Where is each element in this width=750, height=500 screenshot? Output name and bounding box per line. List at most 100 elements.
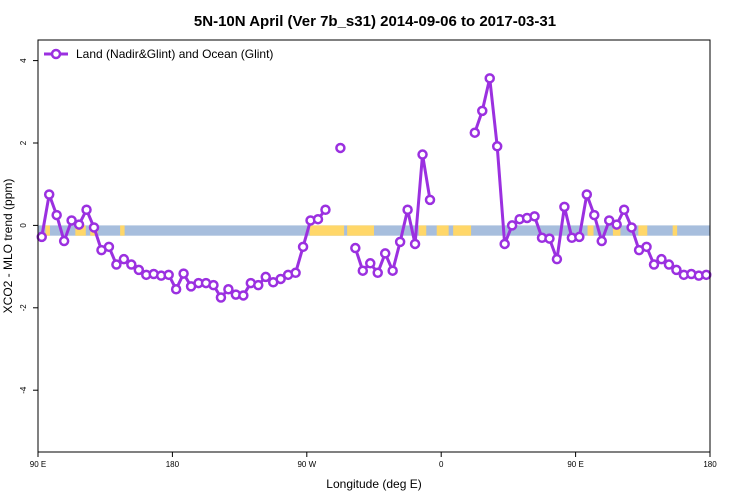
- data-point: [409, 238, 421, 250]
- x-axis-label: Longitude (deg E): [326, 477, 421, 491]
- land-band-segment: [418, 225, 427, 236]
- data-point: [701, 269, 712, 281]
- data-point: [297, 241, 309, 253]
- data-point: [551, 253, 563, 265]
- data-point: [387, 265, 398, 276]
- land-band-segment: [672, 225, 678, 236]
- x-tick-label: 0: [439, 460, 444, 469]
- y-tick-label: -2: [19, 304, 28, 312]
- data-point: [372, 267, 383, 279]
- land-band-segment: [453, 225, 472, 236]
- data-point: [320, 204, 331, 215]
- data-point: [208, 279, 219, 291]
- y-axis: 4 2 0 -2 -4: [19, 58, 38, 394]
- data-point: [36, 231, 47, 243]
- data-point: [215, 292, 227, 303]
- data-point: [163, 269, 174, 281]
- data-point: [581, 189, 593, 200]
- data-point: [275, 273, 286, 285]
- data-point: [596, 235, 607, 247]
- y-tick-label: 0: [19, 223, 28, 228]
- land-band-segment: [638, 225, 648, 236]
- data-point: [559, 201, 570, 213]
- data-point: [103, 241, 115, 253]
- y-tick-label: -4: [19, 386, 28, 394]
- data-point: [424, 194, 436, 206]
- data-point: [111, 259, 122, 270]
- surface-band: [38, 225, 710, 236]
- chart-title: 5N-10N April (Ver 7b_s31) 2014-09-06 to …: [194, 13, 556, 30]
- data-point: [417, 149, 428, 160]
- data-point: [648, 259, 660, 270]
- data-point: [88, 222, 100, 233]
- data-point: [671, 264, 682, 276]
- data-point: [603, 215, 615, 226]
- land-band-segment: [612, 225, 621, 236]
- data-point: [544, 233, 555, 244]
- data-point: [357, 265, 369, 276]
- data-point: [656, 253, 667, 265]
- y-tick-label: 4: [19, 58, 28, 63]
- data-point: [477, 105, 488, 117]
- y-axis-label: XCO2 - MLO trend (ppm): [1, 179, 15, 314]
- data-point: [506, 220, 518, 231]
- data-point: [626, 222, 637, 233]
- data-point: [469, 127, 481, 138]
- data-point: [365, 258, 376, 269]
- data-point: [260, 271, 271, 283]
- data-point: [350, 242, 361, 254]
- data-point: [641, 241, 652, 253]
- data-point: [663, 259, 675, 270]
- data-point: [402, 204, 413, 215]
- data-point: [51, 209, 62, 221]
- data-point: [290, 267, 301, 279]
- data-point: [73, 219, 85, 230]
- data-point: [312, 213, 324, 225]
- land-band-segment: [120, 225, 125, 236]
- data-point: [126, 259, 137, 270]
- x-tick-label: 90 W: [297, 460, 316, 469]
- x-tick-label: 180: [166, 460, 180, 469]
- data-point: [66, 215, 77, 226]
- land-band-segment: [309, 225, 345, 236]
- data-point: [529, 211, 540, 222]
- data-point: [499, 238, 510, 250]
- plot-area: [36, 39, 712, 453]
- land-band-segment: [75, 225, 86, 236]
- x-tick-label: 90 E: [30, 460, 46, 469]
- data-point: [223, 284, 234, 295]
- data-point: [491, 141, 503, 152]
- data-point: [178, 268, 189, 279]
- x-axis: 90 E 180 90 W 0 90 E 180: [30, 452, 717, 469]
- land-band-segment: [347, 225, 374, 236]
- data-point: [484, 73, 495, 84]
- land-band-segment: [45, 225, 50, 236]
- series-layer: [36, 73, 712, 303]
- x-tick-label: 90 E: [567, 460, 583, 469]
- legend-entry-label: Land (Nadir&Glint) and Ocean (Glint): [76, 47, 273, 61]
- data-point: [335, 142, 346, 154]
- y-tick-label: 2: [19, 140, 28, 145]
- plot-frame: [37, 39, 711, 453]
- series-line: [473, 76, 711, 278]
- land-band-segment: [436, 225, 449, 236]
- data-point: [394, 236, 406, 248]
- land-band-segment: [587, 225, 594, 236]
- data-point: [58, 235, 70, 247]
- data-point: [81, 204, 92, 215]
- data-point: [43, 189, 55, 200]
- data-point: [238, 290, 249, 301]
- data-point: [611, 219, 622, 230]
- data-point: [253, 279, 264, 291]
- legend: Land (Nadir&Glint) and Ocean (Glint): [44, 47, 273, 61]
- data-point: [133, 264, 145, 276]
- data-point: [379, 248, 391, 259]
- data-point: [118, 253, 130, 265]
- data-point: [589, 209, 600, 221]
- legend-marker-sample: [50, 48, 62, 60]
- x-tick-label: 180: [703, 460, 717, 469]
- data-point: [618, 204, 630, 215]
- series-line: [353, 153, 432, 275]
- data-point: [574, 231, 585, 243]
